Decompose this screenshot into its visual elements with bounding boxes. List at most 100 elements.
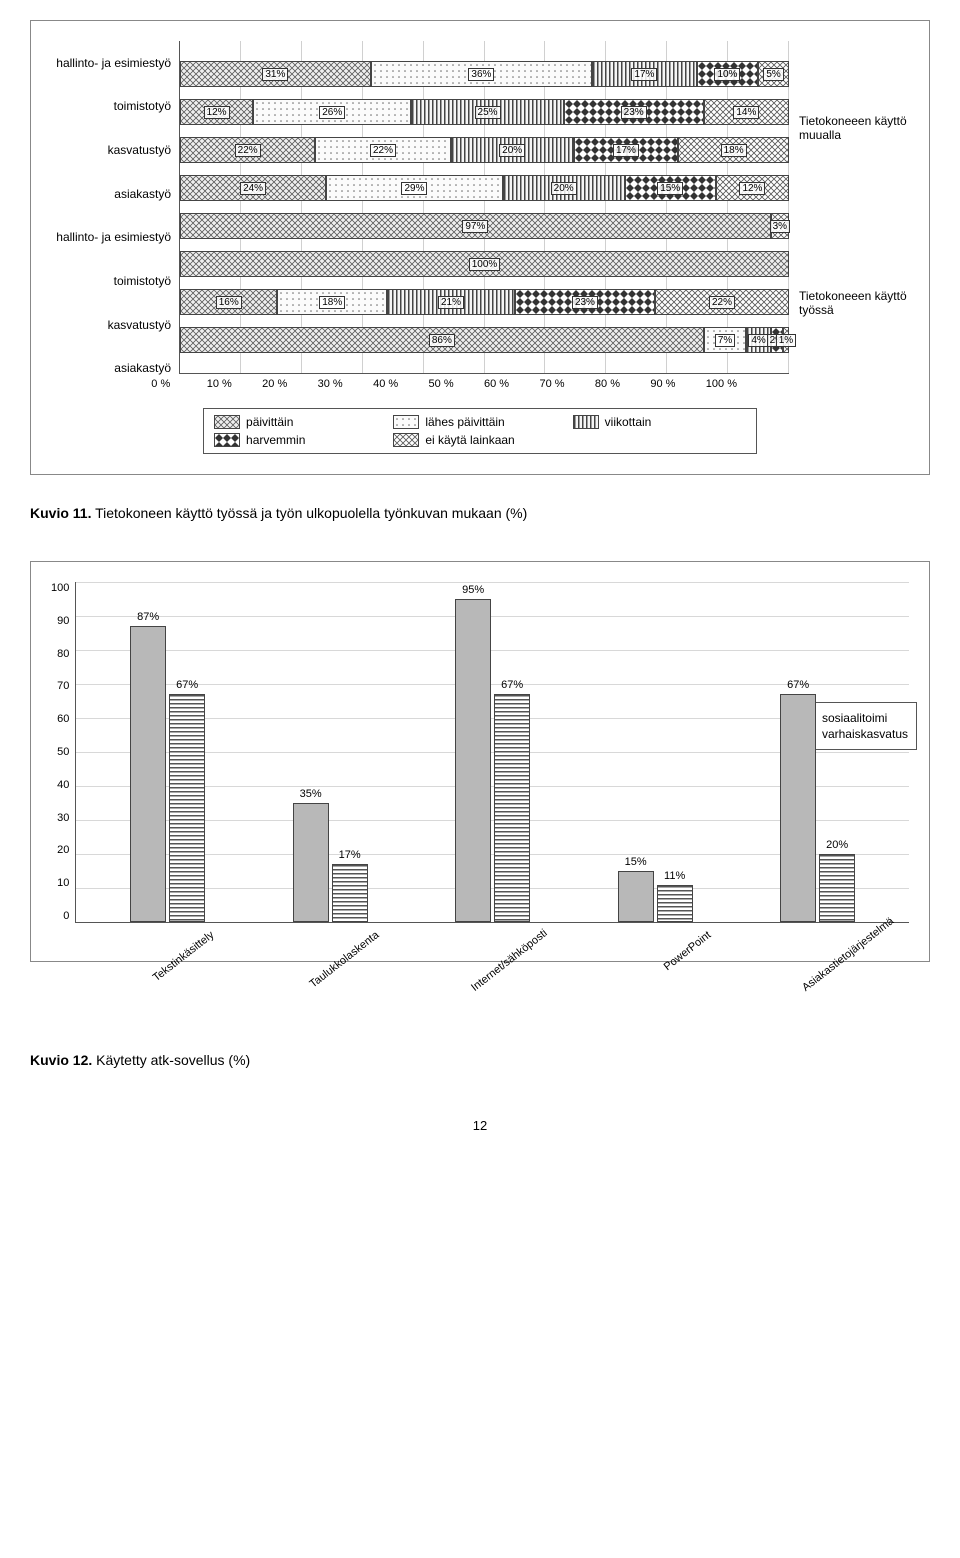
legend-swatch bbox=[214, 433, 240, 447]
chart1-x-tick: 80 % bbox=[595, 378, 650, 390]
chart2-body: 1009080706050403020100 87%67%35%17%95%67… bbox=[51, 582, 909, 923]
bar-value-label: 20% bbox=[826, 839, 848, 851]
bar-group: 67% 20% bbox=[780, 694, 855, 922]
chart2-plot: 87%67%35%17%95%67%15%11%67%20% bbox=[75, 582, 909, 923]
chart1-x-tick: 50 % bbox=[429, 378, 484, 390]
bar-segment: 5% bbox=[758, 61, 789, 87]
bar-segment: 25% bbox=[411, 99, 563, 125]
bar-segment: 29% bbox=[326, 175, 503, 201]
chart1-category-label: kasvatustyö bbox=[51, 307, 171, 343]
bar-value-label: 15% bbox=[625, 856, 647, 868]
segment-label: 20% bbox=[499, 144, 525, 157]
bar-value-label: 17% bbox=[339, 849, 361, 861]
legend-swatch bbox=[573, 415, 599, 429]
chart1-y-labels: hallinto- ja esimiestyö toimistotyö kasvat… bbox=[51, 41, 179, 390]
legend-label: lähes päivittäin bbox=[425, 415, 566, 429]
bar-segment: 20% bbox=[451, 137, 574, 163]
bar-segment: 100% bbox=[180, 251, 789, 277]
chart1-category-label: toimistotyö bbox=[51, 88, 171, 124]
chart1-x-tick: 60 % bbox=[484, 378, 539, 390]
bar-value-label: 87% bbox=[137, 611, 159, 623]
bar-segment: 1% bbox=[783, 327, 789, 353]
legend-swatch bbox=[214, 415, 240, 429]
chart2-y-tick: 0 bbox=[51, 910, 69, 922]
chart2-y-tick: 60 bbox=[51, 713, 69, 725]
bar: 17% bbox=[332, 864, 368, 922]
bar-value-label: 11% bbox=[664, 870, 685, 882]
segment-label: 12% bbox=[204, 106, 230, 119]
bar-segment: 97% bbox=[180, 213, 771, 239]
stacked-bar-row: 22% 22% 20% 17% 18% bbox=[180, 137, 789, 163]
grouped-bar-chart: 1009080706050403020100 87%67%35%17%95%67… bbox=[30, 561, 930, 962]
bar-segment: 21% bbox=[387, 289, 515, 315]
chart1-category-label: toimistotyö bbox=[51, 263, 171, 299]
bar-segment: 23% bbox=[564, 99, 704, 125]
bar-group: 15%11% bbox=[618, 871, 693, 922]
segment-label: 97% bbox=[462, 220, 488, 233]
segment-label: 29% bbox=[401, 182, 427, 195]
bar-value-label: 95% bbox=[462, 584, 484, 596]
segment-label: 3% bbox=[770, 220, 790, 233]
bar-group: 35%17% bbox=[293, 803, 368, 922]
bar: 35% bbox=[293, 803, 329, 922]
bar-segment: 15% bbox=[625, 175, 716, 201]
figure-title-11: Tietokoneen käyttö työssä ja työn ulkopu… bbox=[91, 505, 527, 521]
segment-label: 22% bbox=[370, 144, 396, 157]
bar-segment: 22% bbox=[315, 137, 450, 163]
bar: 67% bbox=[780, 694, 816, 922]
bar-value-label: 67% bbox=[176, 679, 198, 691]
segment-label: 22% bbox=[235, 144, 261, 157]
chart1-category-label: kasvatustyö bbox=[51, 132, 171, 168]
bar-segment: 22% bbox=[655, 289, 789, 315]
figure-title-12: Käytetty atk-sovellus (%) bbox=[92, 1052, 250, 1068]
chart1-x-tick: 70 % bbox=[539, 378, 594, 390]
chart2-y-tick: 20 bbox=[51, 844, 69, 856]
bar: 67% bbox=[169, 694, 205, 922]
right-group-label-bottom: Tietokoneeen käyttö työssä bbox=[799, 289, 909, 317]
segment-label: 36% bbox=[468, 68, 494, 81]
bar-value-label: 67% bbox=[501, 679, 523, 691]
bar-segment: 22% bbox=[180, 137, 315, 163]
bar-segment: 24% bbox=[180, 175, 326, 201]
legend-label: ei käytä lainkaan bbox=[425, 433, 566, 447]
figure-caption-11: Kuvio 11. Tietokoneen käyttö työssä ja t… bbox=[30, 505, 930, 521]
bar-segment: 23% bbox=[515, 289, 655, 315]
right-group-label-top: Tietokoneeen käyttö muualla bbox=[799, 114, 909, 142]
bar-segment: 17% bbox=[574, 137, 679, 163]
segment-label: 16% bbox=[216, 296, 242, 309]
figure-number-12: Kuvio 12. bbox=[30, 1052, 92, 1068]
bar-segment: 20% bbox=[503, 175, 625, 201]
bar-value-label: 35% bbox=[300, 788, 322, 800]
segment-label: 18% bbox=[319, 296, 345, 309]
segment-label: 20% bbox=[551, 182, 577, 195]
chart1-x-tick: 0 % bbox=[151, 378, 206, 390]
segment-label: 25% bbox=[475, 106, 501, 119]
chart1-category-label: hallinto- ja esimiestyö bbox=[51, 219, 171, 255]
segment-label: 5% bbox=[763, 68, 783, 81]
chart1-x-tick: 20 % bbox=[262, 378, 317, 390]
chart2-y-tick: 90 bbox=[51, 615, 69, 627]
bar: 95% bbox=[455, 599, 491, 922]
figure-number-11: Kuvio 11. bbox=[30, 505, 91, 521]
chart1-x-tick: 10 % bbox=[207, 378, 262, 390]
chart1-x-tick: 30 % bbox=[318, 378, 373, 390]
stacked-bar-row: 100% bbox=[180, 251, 789, 277]
bar-group: 95% 67% bbox=[455, 599, 530, 922]
bar: 11% bbox=[657, 885, 693, 922]
stacked-bar-chart: hallinto- ja esimiestyö toimistotyö kasvat… bbox=[30, 20, 930, 475]
chart2-y-tick: 70 bbox=[51, 680, 69, 692]
bar: 15% bbox=[618, 871, 654, 922]
legend-label: päivittäin bbox=[246, 415, 387, 429]
chart2-x-category-label: Taulukkolaskenta bbox=[303, 929, 381, 994]
bar-group: 87%67% bbox=[130, 626, 205, 922]
chart1-legend: päivittäinlähes päivittäinviikottainharv… bbox=[203, 408, 757, 454]
legend-label: harvemmin bbox=[246, 433, 387, 447]
chart1-category-label: asiakastyö bbox=[51, 176, 171, 212]
segment-label: 18% bbox=[721, 144, 747, 157]
bar-value-label: 67% bbox=[787, 679, 809, 691]
bar-segment: 12% bbox=[716, 175, 789, 201]
stacked-bar-row: 97% 3% bbox=[180, 213, 789, 239]
chart1-category-label: hallinto- ja esimiestyö bbox=[51, 45, 171, 81]
chart2-x-category-label: Asiakastietojärjestelmä bbox=[800, 929, 878, 994]
chart2-y-tick: 100 bbox=[51, 582, 69, 594]
